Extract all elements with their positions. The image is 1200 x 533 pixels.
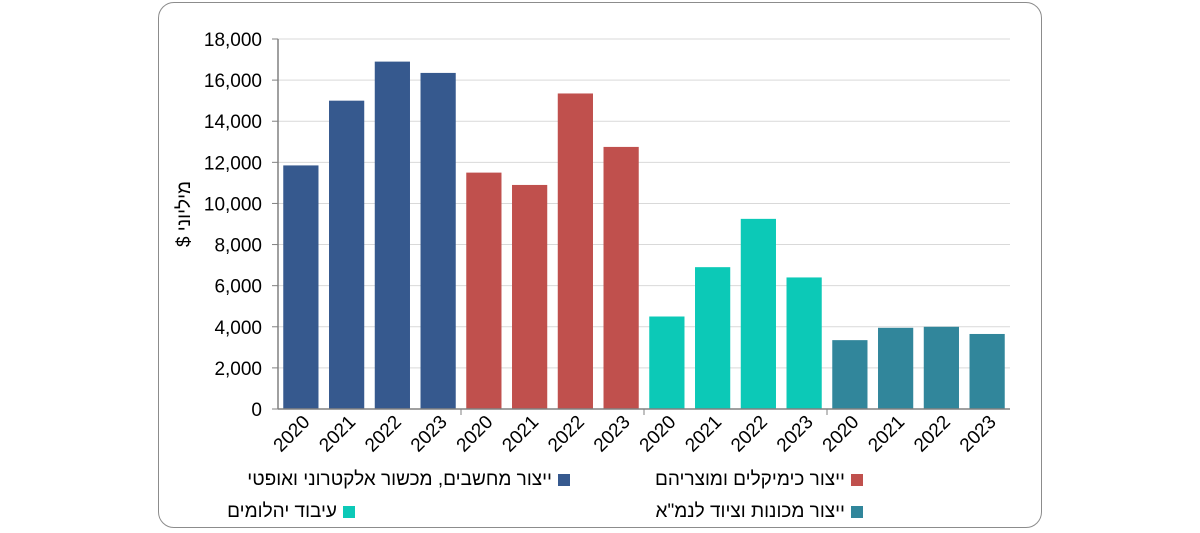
legend-item-1: ייצור כימיקלים ומוצריהם [655,469,863,491]
bar-2-3 [786,277,822,409]
x-tick-label: 2021 [498,412,543,457]
bar-0-2 [374,61,410,409]
x-tick-label: 2020 [819,412,864,457]
y-tick-label: 10,000 [204,194,262,215]
bar-0-1 [329,100,365,410]
bar-3-1 [878,327,914,409]
bar-0-3 [420,72,456,410]
x-tick-label: 2020 [270,412,315,457]
x-tick-label: 2021 [681,412,726,457]
bar-1-3 [603,146,639,409]
bar-0-0 [283,165,319,409]
y-axis-label: מיליוני $ [174,181,195,247]
y-tick-label: 16,000 [204,71,262,92]
axes [272,38,1010,415]
legend-label-1: ייצור כימיקלים ומוצריהם [654,469,845,490]
bar-2-0 [649,316,685,409]
x-axis-ticks: 2020 2021 2022 2023 2020 2021 2022 2023 2020 2021… [270,412,1001,457]
y-tick-label: 18,000 [204,30,262,51]
legend-swatch-0 [558,474,570,486]
y-tick-label: 8,000 [214,236,262,257]
legend-swatch-2 [343,506,355,518]
legend-item-3: ייצור מכונות וציוד לנמ"א [656,501,863,523]
y-tick-label: 12,000 [204,153,262,174]
legend-label-0: ייצור מחשבים, מכשור אלקטרוני ואופטי [247,469,552,490]
x-tick-label: 2020 [636,412,681,457]
y-tick-label: 6,000 [214,277,262,298]
y-tick-label: 14,000 [204,112,262,133]
x-tick-label: 2023 [773,412,818,457]
x-tick-label: 2023 [590,412,635,457]
legend-item-0: ייצור מחשבים, מכשור אלקטרוני ואופטי [247,469,570,491]
bar-2-1 [695,267,731,409]
legend-label-3: ייצור מכונות וציוד לנמ"א [655,501,845,522]
bar-2-2 [740,218,776,409]
y-tick-label: 0 [251,400,262,421]
legend-swatch-3 [851,506,863,518]
legend-swatch-1 [851,474,863,486]
x-tick-label: 2022 [361,412,406,457]
bar-3-3 [969,333,1005,409]
bar-1-1 [512,184,548,409]
y-tick-label: 4,000 [214,318,262,339]
bar-1-0 [466,172,502,409]
legend-label-2: עיבוד יהלומים [227,501,337,522]
x-tick-label: 2023 [956,412,1001,457]
bars [283,61,1005,410]
x-tick-label: 2022 [727,412,772,457]
x-tick-label: 2023 [407,412,452,457]
legend-item-2: עיבוד יהלומים [227,501,355,523]
x-tick-label: 2020 [453,412,498,457]
x-tick-label: 2022 [544,412,589,457]
bar-3-2 [923,326,959,409]
x-tick-label: 2021 [864,412,909,457]
x-tick-label: 2022 [910,412,955,457]
y-tick-label: 2,000 [214,359,262,380]
bar-1-2 [557,93,593,409]
bar-3-0 [832,340,868,409]
x-tick-label: 2021 [315,412,360,457]
y-axis-ticks: 0 2,000 4,000 6,000 8,000 10,000 12,000 14,000 1… [204,30,262,421]
